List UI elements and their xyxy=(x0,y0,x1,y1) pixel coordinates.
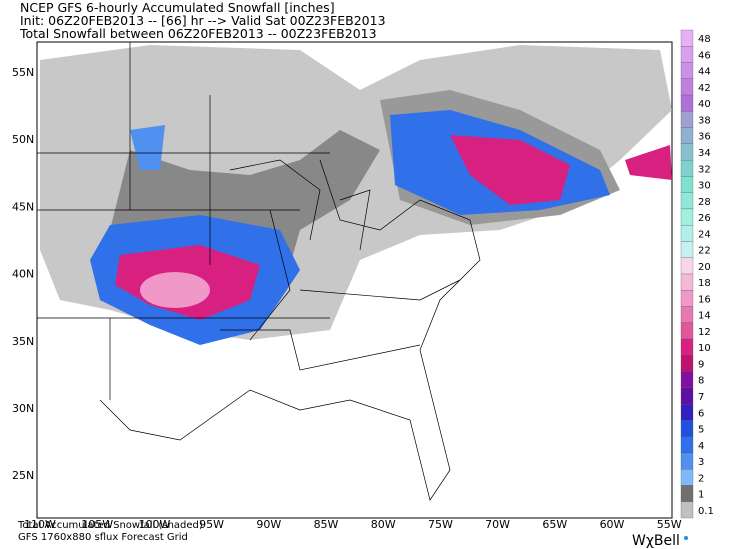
colorbar-label: 1 xyxy=(698,490,704,501)
colorbar-swatch xyxy=(680,29,694,47)
colorbar-label: 7 xyxy=(698,392,704,403)
colorbar-label: 48 xyxy=(698,34,711,45)
title: NCEP GFS 6-hourly Accumulated Snowfall [… xyxy=(20,0,335,15)
colorbar-swatch xyxy=(680,452,694,470)
footer-line1: Total Accumulated Snowfall (shaded) xyxy=(17,520,203,531)
colorbar-label: 0.1 xyxy=(698,506,714,517)
colorbar-label: 24 xyxy=(698,229,711,240)
colorbar-label: 42 xyxy=(698,83,711,94)
init-line: Init: 06Z20FEB2013 -- [66] hr --> Valid … xyxy=(20,13,386,28)
colorbar-swatch xyxy=(680,355,694,372)
colorbar-label: 2 xyxy=(698,473,704,484)
colorbar-label: 9 xyxy=(698,359,704,370)
colorbar-label: 20 xyxy=(698,262,711,273)
colorbar-label: 32 xyxy=(698,164,711,175)
colorbar-swatch xyxy=(680,322,694,340)
colorbar-label: 6 xyxy=(698,408,704,419)
colorbar-label: 44 xyxy=(698,67,711,78)
colorbar-label: 16 xyxy=(698,294,711,305)
colorbar-swatch xyxy=(680,111,694,128)
colorbar-label: 8 xyxy=(698,376,704,387)
colorbar-swatch xyxy=(680,257,694,275)
longitude-label: 75W xyxy=(428,518,453,531)
latitude-label: 55N xyxy=(12,66,34,79)
colorbar-label: 18 xyxy=(698,278,711,289)
longitude-label: 100W xyxy=(138,518,170,531)
colorbar-label: 5 xyxy=(698,425,704,436)
logo-dot xyxy=(684,536,688,540)
colorbar-label: 28 xyxy=(698,197,711,208)
colorbar-label: 26 xyxy=(698,213,711,224)
colorbar-swatch xyxy=(680,371,694,389)
colorbar-swatch xyxy=(680,127,694,145)
longitude-label: 60W xyxy=(600,518,625,531)
colorbar-swatch xyxy=(680,62,694,79)
longitude-label: 85W xyxy=(314,518,339,531)
colorbar-label: 10 xyxy=(698,343,711,354)
latitude-label: 45N xyxy=(12,200,34,213)
colorbar-label: 38 xyxy=(698,115,711,126)
latitude-labels: 55N 50N 45N 40N 35N 30N 25N xyxy=(12,66,34,482)
longitude-label: 105W xyxy=(81,518,113,531)
colorbar-swatch xyxy=(680,159,694,177)
colorbar-label: 14 xyxy=(698,311,711,322)
colorbar-swatch xyxy=(680,273,694,291)
colorbar-label: 12 xyxy=(698,327,711,338)
longitude-label: 55W xyxy=(657,518,682,531)
colorbar-swatch xyxy=(680,469,694,486)
colorbar-swatch xyxy=(680,225,694,242)
longitude-label: 90W xyxy=(256,518,281,531)
colorbar-swatch xyxy=(680,338,694,356)
longitude-label: 65W xyxy=(542,518,567,531)
snow-shading xyxy=(40,45,672,345)
latitude-label: 25N xyxy=(12,469,34,482)
colorbar-swatch xyxy=(680,403,694,421)
colorbar-label: 34 xyxy=(698,148,711,159)
logo: WχBell xyxy=(632,533,680,549)
latitude-label: 50N xyxy=(12,133,34,146)
colorbar-swatch xyxy=(680,501,694,519)
colorbar-swatch xyxy=(680,306,694,323)
colorbar-swatch xyxy=(680,192,694,210)
longitude-label: 110W xyxy=(24,518,56,531)
colorbar-swatch xyxy=(680,94,694,112)
longitude-label: 80W xyxy=(371,518,396,531)
total-line: Total Snowfall between 06Z20FEB2013 -- 0… xyxy=(19,26,377,41)
colorbar-swatch xyxy=(680,176,694,193)
colorbar-label: 3 xyxy=(698,457,704,468)
colorbar-label: 40 xyxy=(698,99,711,110)
map xyxy=(36,41,673,519)
longitude-labels: 110W 105W 100W 95W 90W 85W 80W 75W 70W 65W 60W 55W xyxy=(24,518,682,531)
colorbar-label: 4 xyxy=(698,441,704,452)
longitude-label: 95W xyxy=(199,518,224,531)
colorbar: 4846444240383634323028262422201816141210… xyxy=(680,29,714,519)
colorbar-label: 36 xyxy=(698,132,711,143)
colorbar-swatch xyxy=(680,78,694,96)
colorbar-swatch xyxy=(680,241,694,258)
colorbar-swatch xyxy=(680,485,694,502)
colorbar-swatch xyxy=(680,420,694,437)
colorbar-label: 22 xyxy=(698,246,711,257)
colorbar-label: 30 xyxy=(698,181,711,192)
colorbar-swatch xyxy=(680,46,694,63)
colorbar-swatch xyxy=(680,290,694,307)
colorbar-swatch xyxy=(680,436,694,454)
colorbar-swatch xyxy=(680,387,694,405)
latitude-label: 40N xyxy=(12,268,34,281)
longitude-label: 70W xyxy=(485,518,510,531)
colorbar-swatch xyxy=(680,208,694,226)
footer-line2: GFS 1760x880 sflux Forecast Grid xyxy=(18,532,188,543)
latitude-label: 35N xyxy=(12,335,34,348)
boundaries xyxy=(37,42,481,501)
latitude-label: 30N xyxy=(12,402,34,415)
colorbar-swatch xyxy=(680,143,694,161)
colorbar-label: 46 xyxy=(698,50,711,61)
